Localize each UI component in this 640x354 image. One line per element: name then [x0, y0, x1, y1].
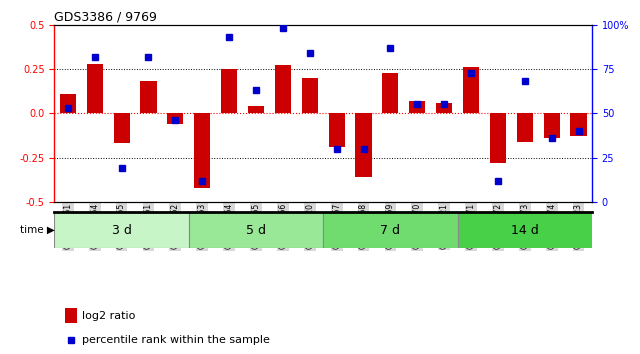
Bar	[543, 113, 560, 138]
Bar	[167, 113, 184, 124]
Text: 3 d: 3 d	[111, 224, 132, 236]
Text: 5 d: 5 d	[246, 224, 266, 236]
Bar	[570, 113, 587, 136]
Text: log2 ratio: log2 ratio	[83, 311, 136, 321]
Text: time ▶: time ▶	[20, 225, 54, 235]
Bar	[113, 113, 130, 143]
Bar	[328, 113, 345, 147]
Bar	[490, 113, 506, 163]
Bar	[86, 64, 103, 113]
Text: 14 d: 14 d	[511, 224, 539, 236]
Bar	[189, 212, 323, 248]
Bar	[323, 212, 458, 248]
Text: 7 d: 7 d	[380, 224, 401, 236]
Bar	[194, 113, 211, 188]
Bar	[275, 65, 291, 113]
Bar	[409, 101, 426, 113]
Bar	[436, 103, 452, 113]
Bar	[65, 308, 77, 323]
Bar	[382, 73, 399, 113]
Bar	[463, 67, 479, 113]
Bar	[516, 113, 533, 142]
Bar	[355, 113, 372, 177]
Bar	[248, 106, 264, 113]
Bar	[60, 94, 76, 113]
Bar	[54, 212, 189, 248]
Text: GDS3386 / 9769: GDS3386 / 9769	[54, 11, 157, 24]
Bar	[301, 78, 318, 113]
Bar	[140, 81, 157, 113]
Bar	[221, 69, 237, 113]
Text: percentile rank within the sample: percentile rank within the sample	[83, 335, 270, 344]
Bar	[458, 212, 592, 248]
